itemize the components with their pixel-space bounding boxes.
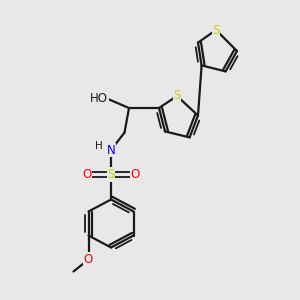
Text: H: H [95, 141, 103, 152]
Text: O: O [84, 253, 93, 266]
Text: HO: HO [90, 92, 108, 106]
Text: N: N [106, 143, 116, 157]
Text: O: O [82, 168, 91, 181]
Text: S: S [212, 23, 220, 37]
Text: S: S [173, 89, 181, 103]
Text: O: O [130, 168, 140, 181]
Text: S: S [107, 168, 115, 181]
